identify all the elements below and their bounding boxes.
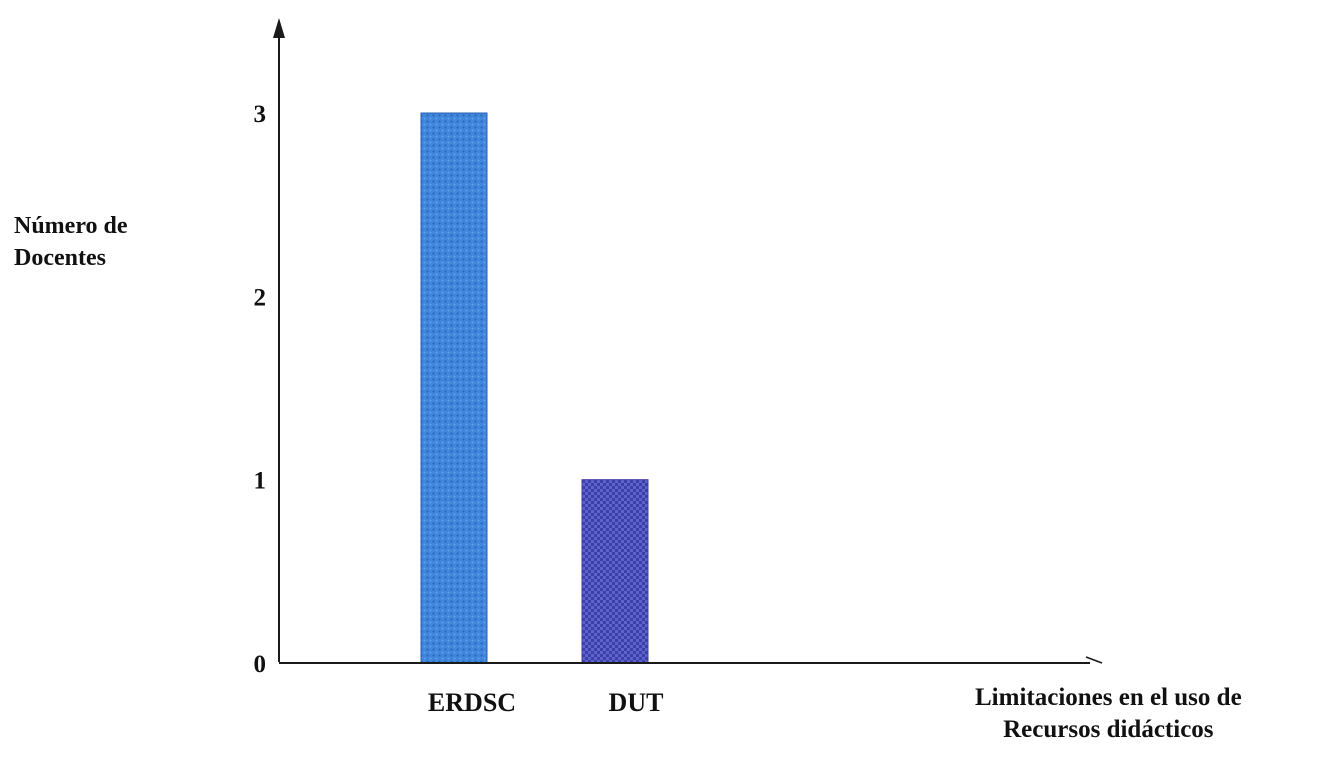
y-tick-label-2: 2 <box>254 284 267 311</box>
y-tick-label-3: 3 <box>254 101 267 128</box>
y-tick-label-1: 1 <box>254 468 267 495</box>
bar-dut <box>581 479 649 664</box>
bar-erdsc <box>420 112 488 664</box>
x-axis-arrow-icon <box>1085 656 1103 664</box>
x-axis-title-line-1: Limitaciones en el uso de <box>975 684 1242 711</box>
y-axis-title-line-2: Docentes <box>14 245 106 271</box>
y-tick-label-0: 0 <box>254 651 267 678</box>
x-tick-label-dut: DUT <box>609 688 664 717</box>
x-axis-title-line-2: Recursos didácticos <box>1003 716 1214 743</box>
y-axis-title-line-1: Número de <box>14 213 128 239</box>
x-tick-label-erdsc: ERDSC <box>428 688 516 717</box>
y-axis-arrow-icon <box>273 18 285 38</box>
x-axis-title: Limitaciones en el uso de Recursos didác… <box>975 682 1242 746</box>
y-axis-title: Número de Docentes <box>14 210 128 274</box>
